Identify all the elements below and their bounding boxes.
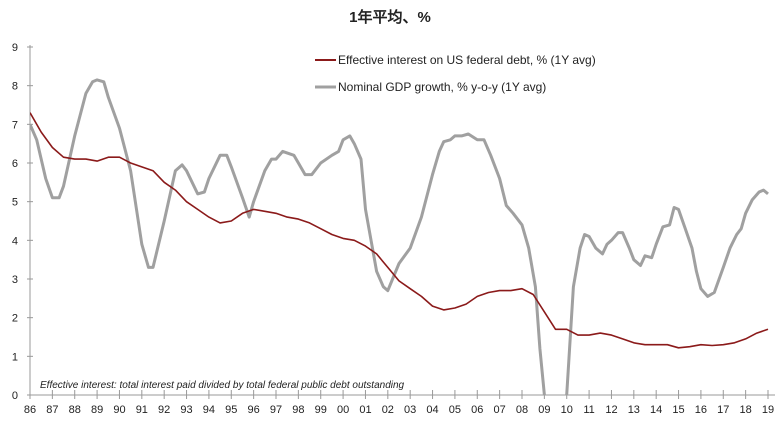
x-tick-label: 10	[561, 404, 573, 416]
y-tick-label: 5	[12, 197, 18, 209]
x-tick-label: 86	[24, 404, 36, 416]
x-tick-label: 19	[762, 404, 774, 416]
series-line-effective-interest	[30, 112, 769, 349]
y-tick-label: 4	[12, 235, 18, 247]
x-tick-label: 15	[672, 404, 684, 416]
x-tick-label: 06	[471, 404, 483, 416]
chart-title: 1年平均、%	[349, 9, 431, 26]
x-tick-label: 96	[248, 404, 260, 416]
x-tick-label: 07	[494, 404, 506, 416]
x-tick-label: 02	[382, 404, 394, 416]
x-tick-label: 88	[69, 404, 81, 416]
y-tick-label: 3	[12, 274, 18, 286]
x-tick-label: 89	[91, 404, 103, 416]
x-tick-label: 03	[404, 404, 416, 416]
y-tick-label: 1	[12, 351, 18, 363]
y-tick-label: 2	[12, 313, 18, 325]
x-tick-label: 93	[180, 404, 192, 416]
x-tick-label: 99	[315, 404, 327, 416]
x-tick-label: 00	[337, 404, 349, 416]
x-tick-label: 87	[46, 404, 58, 416]
x-tick-label: 14	[650, 404, 662, 416]
x-tick-label: 17	[717, 404, 729, 416]
x-tick-label: 92	[158, 404, 170, 416]
chart-annotation: Effective interest: total interest paid …	[40, 380, 405, 391]
x-tick-label: 08	[516, 404, 528, 416]
x-tick-label: 91	[136, 404, 148, 416]
y-tick-label: 8	[12, 81, 18, 93]
x-tick-label: 04	[426, 404, 438, 416]
x-tick-label: 97	[270, 404, 282, 416]
x-tick-label: 09	[538, 404, 550, 416]
x-tick-label: 11	[583, 404, 594, 416]
y-tick-label: 6	[12, 158, 18, 170]
x-tick-label: 16	[695, 404, 707, 416]
y-tick-label: 9	[12, 42, 18, 54]
x-tick-label: 98	[292, 404, 304, 416]
legend-label: Nominal GDP growth, % y-o-y (1Y avg)	[338, 80, 546, 94]
x-tick-label: 13	[628, 404, 640, 416]
y-tick-label: 0	[12, 390, 18, 402]
legend-label: Effective interest on US federal debt, %…	[338, 53, 596, 67]
x-tick-label: 95	[225, 404, 237, 416]
x-tick-label: 18	[740, 404, 752, 416]
x-tick-label: 94	[203, 404, 215, 416]
x-tick-label: 90	[113, 404, 125, 416]
x-tick-label: 05	[449, 404, 461, 416]
y-tick-label: 7	[12, 119, 18, 131]
x-tick-label: 12	[605, 404, 617, 416]
x-tick-label: 01	[359, 404, 371, 416]
